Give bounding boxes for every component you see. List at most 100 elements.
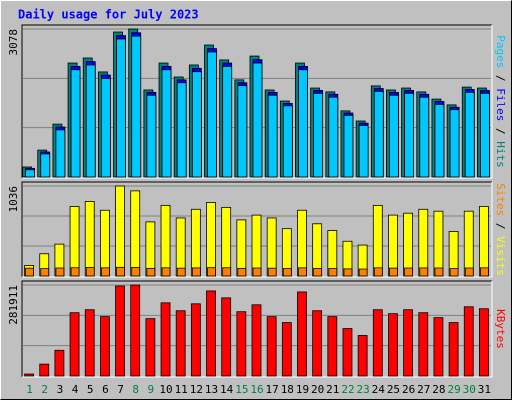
bar [54,349,65,377]
bar [297,291,307,377]
panel-bevel-light [22,182,493,278]
bar [175,310,186,377]
bar [85,64,96,178]
bar [175,217,186,277]
bar [343,115,354,178]
bar [358,268,368,277]
bar [222,66,233,178]
bar [281,322,292,377]
x-tick-label: 31 [478,383,491,396]
bar [266,316,277,377]
bar [480,92,490,178]
x-tick-label: 2 [41,383,48,396]
bar [191,71,202,178]
x-tick-label: 8 [132,383,139,396]
x-tick-label: 24 [372,383,386,396]
bar [389,267,398,277]
bar [40,153,51,178]
bar [433,210,444,277]
x-tick-label: 5 [87,383,94,396]
y-tick-label: 1036 [7,186,20,213]
legend-entry: Files [494,88,507,121]
bar [479,206,489,277]
bar [176,82,187,178]
bar [313,267,323,277]
bar [116,38,126,178]
panel-bevel-light [22,281,493,378]
bar [251,214,262,277]
bar [207,267,216,277]
bar [479,308,489,377]
bar [100,267,110,277]
bar [39,363,50,377]
x-tick-label: 23 [357,383,370,396]
bar [418,208,429,277]
bar [100,78,111,178]
y-tick-label: 3078 [7,29,20,56]
legend-separator: / [494,121,507,141]
x-tick-label: 19 [296,383,309,396]
bar [206,290,216,377]
bar [282,268,292,277]
bar [342,328,353,377]
bar [298,267,307,277]
bar [449,268,459,277]
bar [252,267,262,277]
x-tick-label: 14 [220,383,234,396]
bar [419,267,429,277]
legend: Pages / Files / Hits [494,35,507,168]
y-tick-label: 281911 [7,285,20,325]
x-tick-label: 16 [250,383,263,396]
bar [251,304,262,377]
x-tick-label: 18 [281,383,294,396]
bar [328,96,339,178]
bar [448,322,459,377]
x-tick-label: 17 [266,383,279,396]
bar [358,125,369,178]
bar [40,268,50,277]
bar [297,209,307,277]
legend-separator: / [494,216,507,236]
bar [70,69,81,178]
bar [99,209,110,277]
bar [404,92,415,178]
bar [373,91,384,178]
x-tick-label: 4 [72,383,79,396]
bar [449,109,460,178]
x-tick-label: 29 [447,383,460,396]
bar [25,267,34,277]
bar [389,94,399,178]
bar [328,268,338,277]
bar [252,62,263,178]
x-tick-label: 1 [26,383,33,396]
bar [403,309,414,377]
bar [267,94,278,178]
bar [357,335,368,377]
x-tick-label: 12 [190,383,203,396]
bar [207,51,217,178]
bar [190,208,201,277]
bar [69,206,80,277]
bar [145,318,156,377]
bar [161,267,171,277]
legend: Sites / Visits [494,183,507,276]
bar [236,219,247,277]
bar [221,297,232,377]
bar [160,204,171,277]
bar [373,267,383,277]
bar [463,210,474,277]
bar [433,317,444,377]
bar [176,267,186,277]
bar [404,267,414,277]
bar [24,373,34,377]
x-tick-label: 25 [387,383,400,396]
bar [146,94,157,178]
legend-entry: Sites [494,183,507,216]
bar [298,69,308,178]
legend: KBytes [494,309,507,349]
bar [191,267,201,277]
x-tick-label: 26 [402,383,415,396]
bar [372,204,383,277]
x-tick-label: 15 [235,383,248,396]
bar [222,267,232,277]
